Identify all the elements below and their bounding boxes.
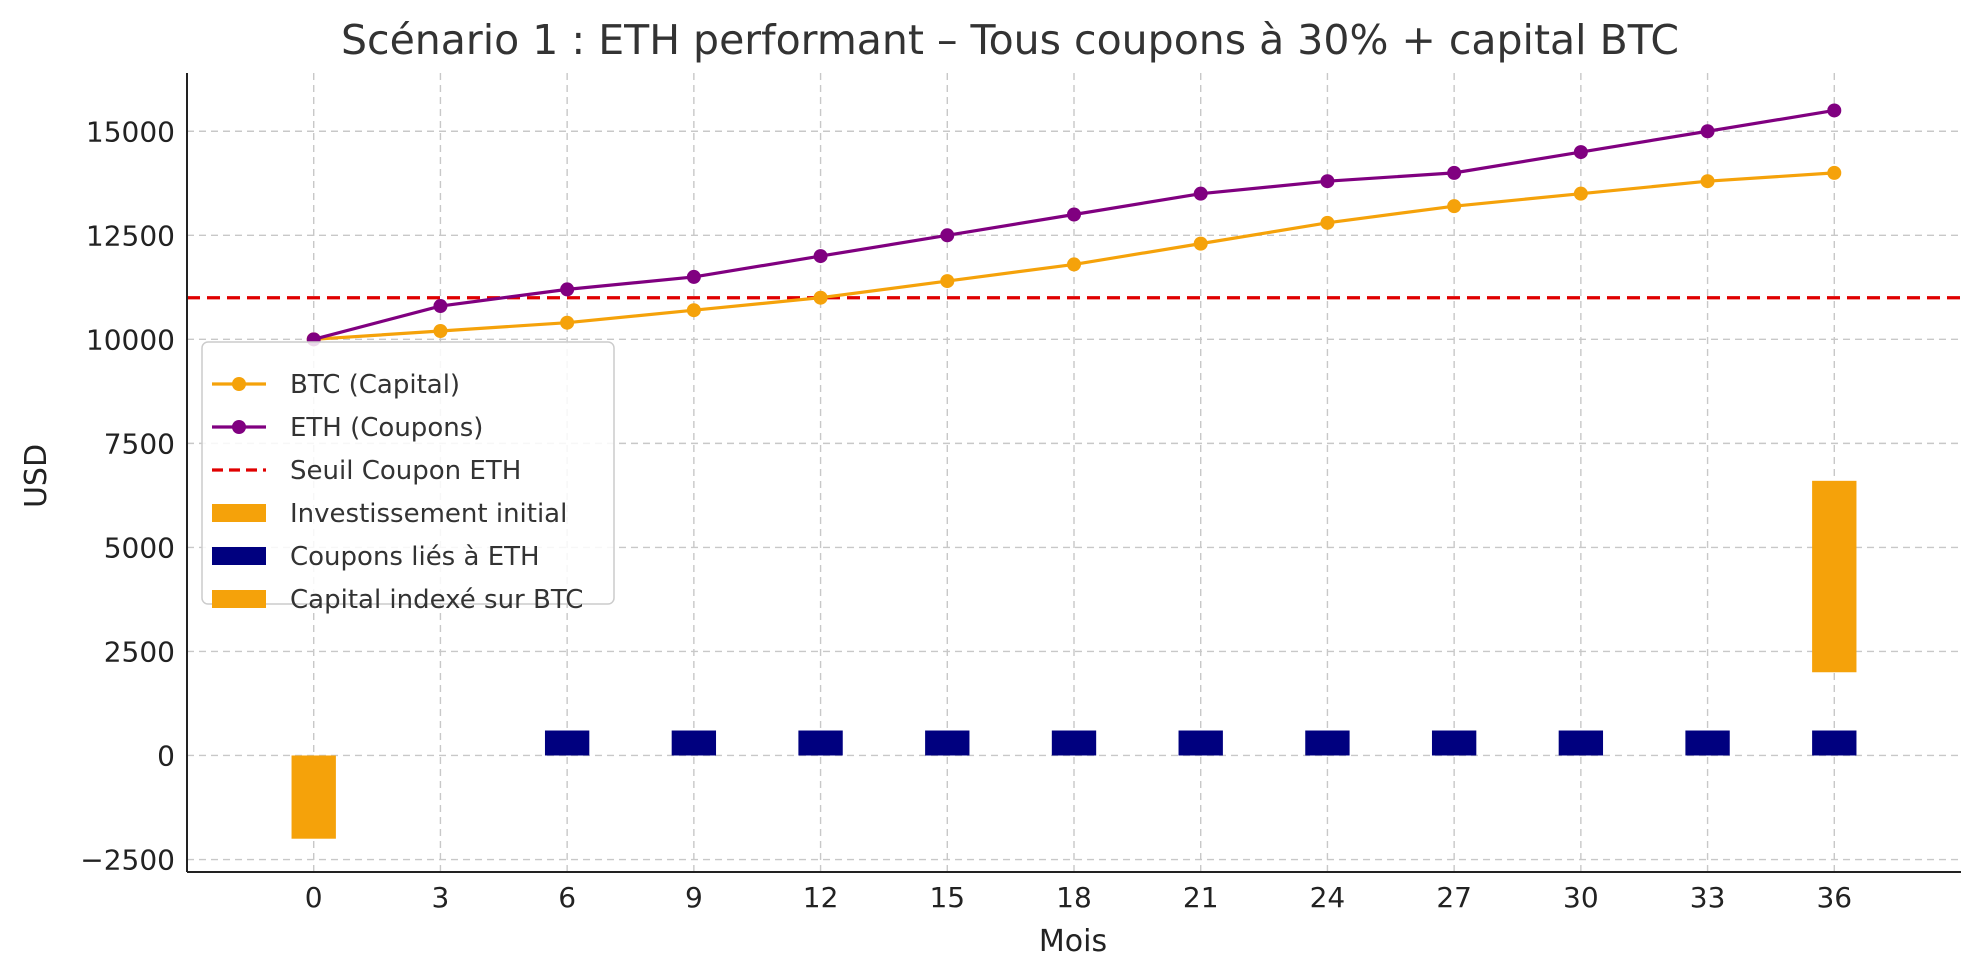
y-tick-label: 12500 bbox=[86, 219, 175, 252]
y-tick-label: 7500 bbox=[104, 427, 175, 460]
data-point bbox=[433, 324, 448, 339]
data-point bbox=[813, 290, 828, 305]
x-tick-label: 12 bbox=[803, 881, 839, 914]
x-tick-label: 18 bbox=[1056, 881, 1092, 914]
x-axis-label: Mois bbox=[1039, 924, 1107, 959]
bar bbox=[1431, 730, 1477, 756]
data-point bbox=[1447, 199, 1462, 214]
legend-box bbox=[201, 341, 615, 605]
data-point bbox=[560, 282, 575, 297]
x-tick-label: 6 bbox=[558, 881, 576, 914]
x-tick-label: 33 bbox=[1690, 881, 1726, 914]
data-point bbox=[1067, 257, 1081, 272]
data-point bbox=[1700, 124, 1715, 139]
bar bbox=[544, 730, 590, 756]
x-tick-label: 24 bbox=[1310, 881, 1346, 914]
data-point bbox=[433, 299, 448, 314]
x-tick-label: 15 bbox=[929, 881, 965, 914]
data-point bbox=[1573, 186, 1588, 201]
y-axis-label: USD bbox=[19, 444, 54, 508]
bar bbox=[925, 730, 970, 756]
y-tick-labels: −2500 0 2500 5000 7500 10000 12500 15000 bbox=[80, 115, 175, 876]
data-point bbox=[1573, 145, 1588, 160]
x-tick-label: 0 bbox=[305, 881, 323, 914]
legend-label: BTC (Capital) bbox=[290, 370, 460, 400]
x-tick-label: 30 bbox=[1563, 881, 1599, 914]
bar bbox=[1178, 730, 1223, 756]
data-point bbox=[1320, 174, 1335, 189]
data-point bbox=[1067, 207, 1081, 222]
data-point bbox=[1193, 236, 1208, 251]
data-point bbox=[813, 249, 828, 264]
legend-label: ETH (Coupons) bbox=[290, 413, 483, 443]
data-point bbox=[940, 274, 955, 289]
legend-patch-swatch bbox=[212, 590, 266, 608]
chart-title: Scénario 1 : ETH performant – Tous coupo… bbox=[341, 16, 1679, 64]
bar bbox=[1558, 730, 1604, 756]
data-point bbox=[686, 269, 701, 284]
legend-label: Capital indexé sur BTC bbox=[290, 585, 583, 615]
y-tick-label: 5000 bbox=[104, 531, 175, 564]
legend: BTC (Capital) ETH (Coupons) Seuil Coupon E… bbox=[201, 341, 615, 615]
data-point bbox=[1700, 174, 1715, 189]
bar bbox=[1685, 730, 1730, 756]
data-point bbox=[940, 228, 955, 243]
y-tick-label: 10000 bbox=[86, 323, 175, 356]
bar bbox=[671, 730, 717, 756]
bar bbox=[291, 755, 336, 839]
x-tick-labels: 0 3 6 9 12 15 18 21 24 27 30 33 36 bbox=[305, 881, 1852, 914]
legend-patch-swatch bbox=[212, 504, 266, 522]
y-tick-label: 15000 bbox=[86, 115, 175, 148]
bar bbox=[1812, 480, 1857, 673]
x-tick-label: 3 bbox=[432, 881, 450, 914]
x-tick-label: 36 bbox=[1816, 881, 1852, 914]
y-tick-label: −2500 bbox=[80, 844, 175, 877]
y-tick-label: 2500 bbox=[104, 635, 175, 668]
x-tick-label: 27 bbox=[1436, 881, 1472, 914]
legend-patch-swatch bbox=[212, 547, 266, 565]
bar bbox=[1051, 730, 1097, 756]
x-tick-label: 21 bbox=[1183, 881, 1219, 914]
bar bbox=[1812, 730, 1857, 756]
x-tick-label: 9 bbox=[685, 881, 703, 914]
legend-marker-swatch bbox=[232, 420, 246, 434]
y-tick-label: 0 bbox=[157, 739, 175, 772]
axes bbox=[186, 73, 1961, 873]
bars bbox=[291, 480, 1857, 839]
legend-label: Seuil Coupon ETH bbox=[290, 456, 521, 486]
data-point bbox=[1193, 186, 1208, 201]
legend-label: Coupons liés à ETH bbox=[290, 542, 540, 572]
data-point bbox=[560, 315, 575, 330]
data-point bbox=[1320, 215, 1335, 230]
data-point bbox=[1827, 103, 1842, 118]
legend-marker-swatch bbox=[232, 377, 246, 391]
bar bbox=[1305, 730, 1350, 756]
legend-label: Investissement initial bbox=[290, 499, 567, 529]
bar bbox=[798, 730, 843, 756]
data-point bbox=[686, 303, 701, 318]
data-point bbox=[1827, 165, 1842, 180]
data-point bbox=[1447, 165, 1462, 180]
